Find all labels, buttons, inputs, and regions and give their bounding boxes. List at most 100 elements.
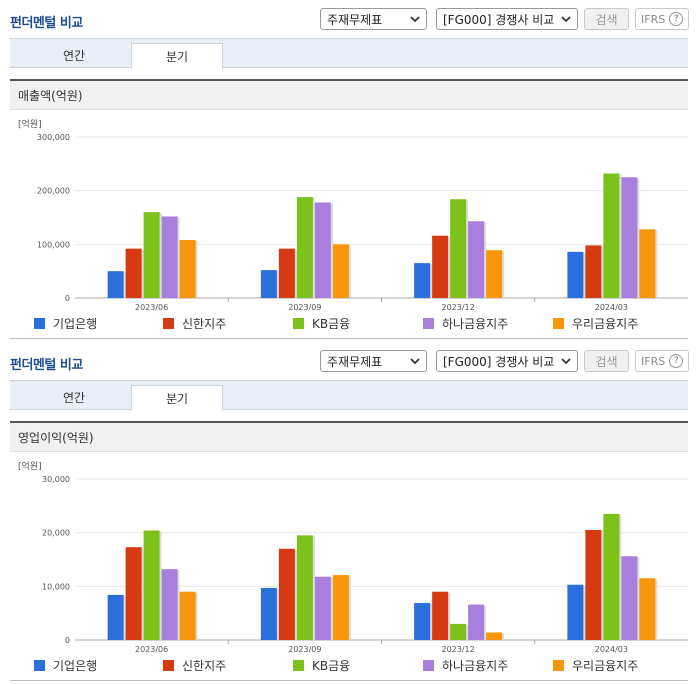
compare-select-value: [FG000] 경쟁사 비교 <box>443 354 555 369</box>
statement-select-value: 주재무제표 <box>327 354 383 369</box>
legend-item[interactable]: KB금융 <box>293 657 350 674</box>
legend-label: 기업은행 <box>53 659 98 673</box>
bar[interactable] <box>143 530 160 640</box>
bar[interactable] <box>161 216 178 298</box>
tab-annual[interactable]: 연간 <box>62 391 86 405</box>
tab-annual[interactable]: 연간 <box>62 49 86 63</box>
bar[interactable] <box>143 212 160 298</box>
legend-swatch <box>293 318 304 329</box>
bar[interactable] <box>450 623 467 640</box>
legend-item[interactable]: 신한지주 <box>163 315 226 332</box>
legend-label: KB금융 <box>312 659 351 673</box>
bar[interactable] <box>567 584 584 640</box>
bar[interactable] <box>296 197 313 298</box>
bar[interactable] <box>161 569 178 640</box>
bar[interactable] <box>432 591 449 640</box>
tab-quarter[interactable]: 분기 <box>131 43 223 69</box>
bar[interactable] <box>314 202 331 298</box>
bar[interactable] <box>414 602 431 640</box>
legend-label: 우리금융지주 <box>572 659 639 673</box>
bar[interactable] <box>278 248 295 298</box>
x-tick-label: 2023/12 <box>442 645 475 653</box>
legend-item[interactable]: 기업은행 <box>34 315 97 332</box>
bar[interactable] <box>621 177 638 298</box>
bar[interactable] <box>468 604 485 640</box>
bar[interactable] <box>260 270 277 298</box>
bar[interactable] <box>486 250 503 298</box>
bar[interactable] <box>468 221 485 298</box>
bar[interactable] <box>332 575 349 640</box>
statement-select[interactable]: 주재무제표 <box>320 8 427 30</box>
chevron-down-icon <box>561 358 571 365</box>
statement-select[interactable]: 주재무제표 <box>320 350 427 372</box>
legend-item[interactable]: 우리금융지주 <box>553 657 638 674</box>
legend-swatch <box>163 660 174 671</box>
chevron-down-icon <box>410 358 420 365</box>
y-tick-label: 20,000 <box>42 529 70 538</box>
legend-label: 하나금융지주 <box>442 317 509 331</box>
legend-swatch <box>34 660 45 671</box>
bar[interactable] <box>585 245 602 298</box>
chevron-down-icon <box>410 16 420 23</box>
bar[interactable] <box>486 632 503 640</box>
panel-divider <box>10 680 688 681</box>
legend-item[interactable]: 신한지주 <box>163 657 226 674</box>
bar[interactable] <box>107 594 124 640</box>
unit-label: [억원] <box>18 118 42 130</box>
bar[interactable] <box>314 576 331 640</box>
bar[interactable] <box>296 535 313 640</box>
legend-item[interactable]: 기업은행 <box>34 657 97 674</box>
bar[interactable] <box>278 548 295 640</box>
help-icon: ? <box>669 12 684 26</box>
tab-quarter[interactable]: 분기 <box>131 385 223 411</box>
legend-label: 기업은행 <box>53 317 98 331</box>
legend-swatch <box>553 660 564 671</box>
ifrs-label: IFRS <box>641 354 666 368</box>
chart-legend: 기업은행 신한지주 KB금융 하나금융지주 우리금융지주 <box>10 655 688 675</box>
bar[interactable] <box>125 547 142 640</box>
bar[interactable] <box>567 251 584 298</box>
x-tick-label: 2024/03 <box>595 645 628 653</box>
x-tick-label: 2023/09 <box>288 303 321 311</box>
bar[interactable] <box>179 240 196 298</box>
bar[interactable] <box>639 229 656 298</box>
legend-item[interactable]: 하나금융지주 <box>423 315 508 332</box>
x-tick-label: 2023/12 <box>442 303 475 311</box>
bar[interactable] <box>450 199 467 298</box>
ifrs-help-button[interactable]: IFRS ? <box>635 8 689 30</box>
x-tick-label: 2023/09 <box>288 645 321 653</box>
legend-swatch <box>423 318 434 329</box>
bar[interactable] <box>332 244 349 298</box>
section-title: 펀더멘털 비교 <box>10 358 83 373</box>
legend-item[interactable]: KB금융 <box>293 315 350 332</box>
ifrs-help-button[interactable]: IFRS ? <box>635 350 689 372</box>
compare-select[interactable]: [FG000] 경쟁사 비교 <box>436 8 578 30</box>
chart-panel-revenue: 매출액(억원) [억원] 0 100,000 200,000 300,000 2023/0… <box>10 79 688 339</box>
legend-item[interactable]: 우리금융지주 <box>553 315 638 332</box>
search-button[interactable]: 검색 <box>584 350 629 372</box>
bar[interactable] <box>432 235 449 298</box>
bar[interactable] <box>179 591 196 640</box>
period-tabs: 연간 분기 <box>10 38 688 69</box>
period-tabs: 연간 분기 <box>10 380 688 411</box>
x-tick-label: 2023/06 <box>135 645 168 653</box>
panel-divider <box>10 338 688 339</box>
bar[interactable] <box>621 556 638 640</box>
legend-item[interactable]: 하나금융지주 <box>423 657 508 674</box>
bar[interactable] <box>603 173 620 298</box>
search-button[interactable]: 검색 <box>584 8 629 30</box>
legend-label: 신한지주 <box>182 317 227 331</box>
bar[interactable] <box>639 578 656 640</box>
bar[interactable] <box>414 263 431 298</box>
bar[interactable] <box>107 271 124 298</box>
chart-title: 영업이익(억원) <box>10 423 688 452</box>
bar[interactable] <box>585 529 602 640</box>
chart-title: 매출액(억원) <box>10 81 688 110</box>
compare-select[interactable]: [FG000] 경쟁사 비교 <box>436 350 578 372</box>
unit-label: [억원] <box>18 460 42 472</box>
bar[interactable] <box>125 248 142 298</box>
compare-select-value: [FG000] 경쟁사 비교 <box>443 12 555 27</box>
bar[interactable] <box>260 587 277 640</box>
legend-swatch <box>293 660 304 671</box>
bar[interactable] <box>603 513 620 640</box>
